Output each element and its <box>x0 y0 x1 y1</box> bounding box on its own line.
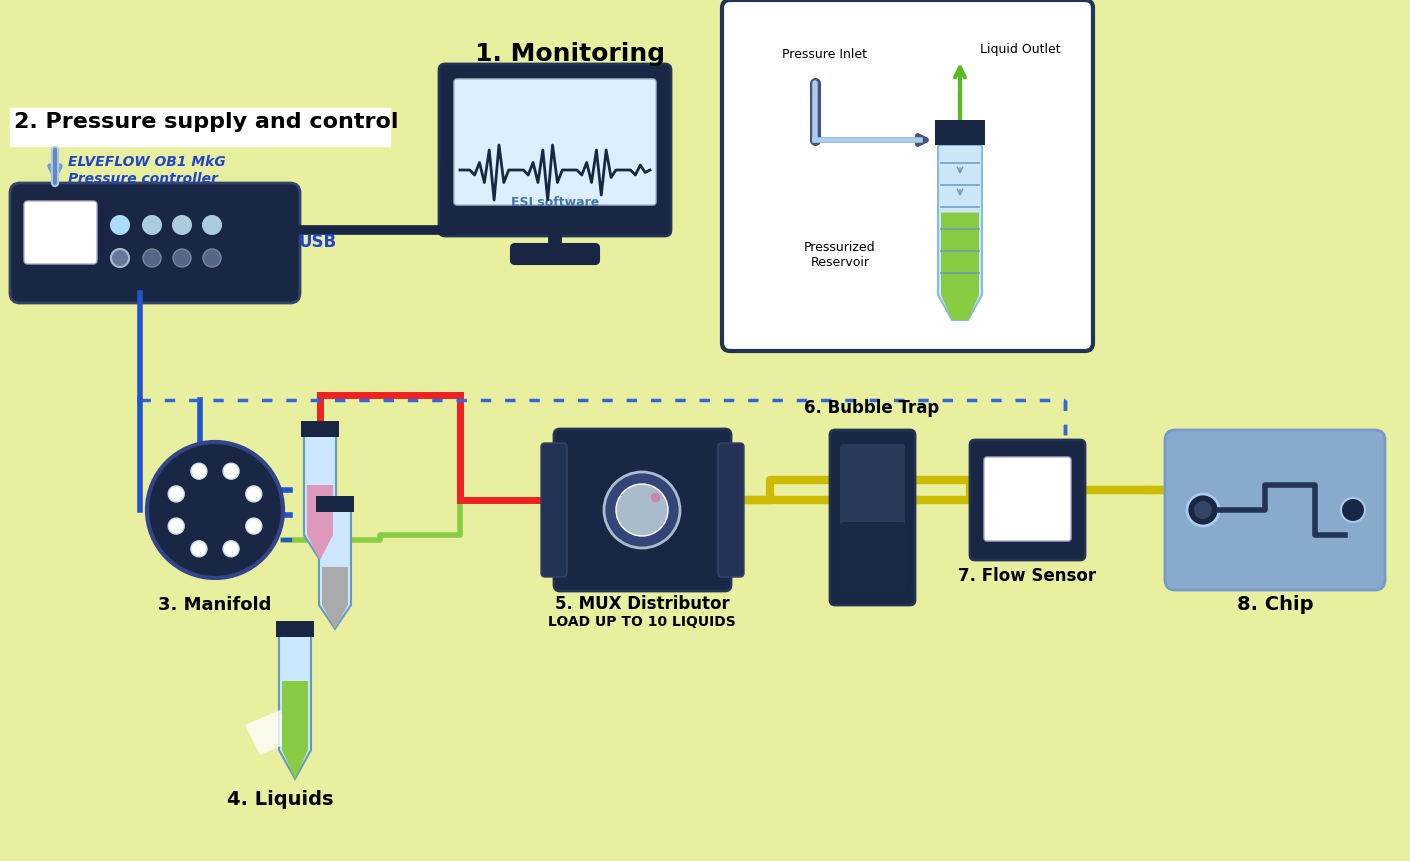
FancyBboxPatch shape <box>24 201 97 264</box>
Text: Pressure controller: Pressure controller <box>68 172 219 186</box>
Circle shape <box>245 486 262 502</box>
Text: 8. Chip: 8. Chip <box>1237 595 1313 614</box>
Text: 1. Monitoring: 1. Monitoring <box>475 42 666 66</box>
Circle shape <box>202 215 221 235</box>
FancyBboxPatch shape <box>541 443 567 577</box>
Circle shape <box>245 518 262 534</box>
Text: Pressurized
Reservoir: Pressurized Reservoir <box>804 241 876 269</box>
Text: 6. Bubble Trap: 6. Bubble Trap <box>804 399 939 417</box>
Text: 5. MUX Distributor: 5. MUX Distributor <box>554 595 729 613</box>
FancyBboxPatch shape <box>830 430 915 605</box>
FancyBboxPatch shape <box>984 457 1072 541</box>
Text: Pressure Inlet: Pressure Inlet <box>783 48 867 61</box>
Polygon shape <box>245 710 295 755</box>
Text: 2. Pressure supply and control: 2. Pressure supply and control <box>14 112 399 132</box>
FancyBboxPatch shape <box>840 444 905 526</box>
Text: 3. Manifold: 3. Manifold <box>158 596 272 614</box>
Text: 4. Liquids: 4. Liquids <box>227 790 333 809</box>
Circle shape <box>190 541 207 557</box>
Text: ESI software: ESI software <box>510 195 599 208</box>
Polygon shape <box>319 510 351 629</box>
Bar <box>316 496 354 512</box>
Polygon shape <box>321 567 348 629</box>
Circle shape <box>1187 494 1220 526</box>
Text: ELVEFLOW OB1 MkG: ELVEFLOW OB1 MkG <box>68 155 226 169</box>
Text: USB: USB <box>298 233 336 251</box>
Text: LOAD UP TO 10 LIQUIDS: LOAD UP TO 10 LIQUIDS <box>548 615 736 629</box>
FancyBboxPatch shape <box>722 0 1093 351</box>
FancyBboxPatch shape <box>439 64 671 236</box>
Bar <box>935 120 986 145</box>
Circle shape <box>111 249 128 267</box>
Polygon shape <box>305 435 336 560</box>
Circle shape <box>168 518 185 534</box>
Circle shape <box>173 249 190 267</box>
Circle shape <box>223 463 240 480</box>
Circle shape <box>190 463 207 480</box>
Polygon shape <box>938 145 981 320</box>
Circle shape <box>1194 501 1213 519</box>
FancyBboxPatch shape <box>970 440 1086 560</box>
Polygon shape <box>307 485 333 560</box>
FancyBboxPatch shape <box>510 244 599 264</box>
Circle shape <box>142 215 162 235</box>
Circle shape <box>1341 498 1365 522</box>
Polygon shape <box>940 213 979 320</box>
Text: Liquid Outlet: Liquid Outlet <box>980 43 1060 56</box>
Circle shape <box>616 484 668 536</box>
FancyBboxPatch shape <box>1165 430 1385 590</box>
Bar <box>300 421 338 437</box>
FancyBboxPatch shape <box>454 79 656 205</box>
Bar <box>276 621 314 637</box>
Bar <box>10 108 391 146</box>
FancyBboxPatch shape <box>840 522 905 592</box>
Circle shape <box>168 486 185 502</box>
Circle shape <box>223 541 240 557</box>
Circle shape <box>147 442 283 578</box>
FancyBboxPatch shape <box>718 443 744 577</box>
Polygon shape <box>282 681 307 778</box>
Circle shape <box>142 249 161 267</box>
Text: 7. Flow Sensor: 7. Flow Sensor <box>957 567 1096 585</box>
FancyBboxPatch shape <box>10 183 300 303</box>
Circle shape <box>203 249 221 267</box>
Polygon shape <box>279 635 312 778</box>
FancyBboxPatch shape <box>554 429 730 591</box>
Circle shape <box>110 215 130 235</box>
Circle shape <box>603 472 680 548</box>
Circle shape <box>111 249 128 267</box>
Circle shape <box>172 215 192 235</box>
